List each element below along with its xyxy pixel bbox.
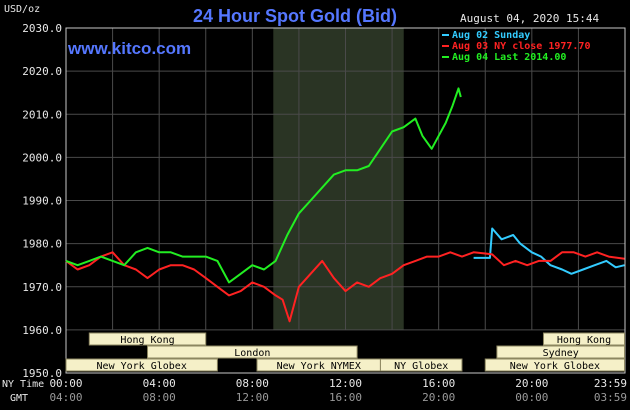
market-sessions: Hong Kong London New York Globex New York N…: [65, 332, 626, 372]
x-tick-label-ny: 00:00: [49, 377, 82, 390]
x-axis-gmt-label: GMT: [10, 393, 28, 404]
x-tick-label-gmt: 16:00: [329, 391, 362, 404]
session-bar: [65, 358, 218, 372]
y-tick-label: 1980.0: [22, 238, 62, 251]
session-bar: [147, 345, 358, 359]
x-tick-label-gmt: 12:00: [236, 391, 269, 404]
x-tick-label-ny: 16:00: [422, 377, 455, 390]
x-tick-label-ny: 23:59: [594, 377, 627, 390]
session-label: New York NYMEX: [277, 361, 361, 372]
x-tick-label-gmt: 08:00: [143, 391, 176, 404]
x-axis-ny-label: NY Time: [2, 379, 44, 390]
x-tick-label-gmt: 20:00: [422, 391, 455, 404]
session-bar: [542, 332, 626, 346]
x-tick-label-ny: 12:00: [329, 377, 362, 390]
x-axis-ticks: 00:0004:0004:0008:0008:0012:0012:0016:00…: [49, 377, 627, 404]
x-tick-label-gmt: 04:00: [49, 391, 82, 404]
legend-entry: Aug 03 NY close 1977.70: [452, 41, 590, 52]
y-tick-label: 1990.0: [22, 195, 62, 208]
x-tick-label-ny: 04:00: [143, 377, 176, 390]
y-tick-label: 2020.0: [22, 65, 62, 78]
nymex-session-shade: [273, 28, 404, 330]
y-tick-label: 1970.0: [22, 281, 62, 294]
y-tick-label: 2000.0: [22, 151, 62, 164]
session-label: Hong Kong: [557, 335, 611, 346]
x-tick-label-ny: 08:00: [236, 377, 269, 390]
y-axis-ticks: 2030.0 2020.0 2010.0 2000.0 1990.0 1980.0 1970…: [22, 22, 62, 380]
session-bar: [379, 358, 463, 372]
price-series: [65, 87, 625, 323]
grid-lines: [66, 27, 625, 374]
plot-frame: [65, 27, 626, 374]
chart-title: 24 Hour Spot Gold (Bid): [193, 6, 397, 26]
y-axis-unit-label: USD/oz: [4, 4, 40, 15]
session-bar: [484, 358, 626, 372]
legend-entry: Aug 04 Last 2014.00: [452, 52, 566, 63]
session-label: New York Globex: [510, 361, 600, 372]
session-label: London: [234, 348, 270, 359]
series-line: [65, 251, 625, 323]
session-label: New York Globex: [97, 361, 187, 372]
x-tick-label-ny: 20:00: [515, 377, 548, 390]
session-bar: [496, 345, 626, 359]
legend-entry: Aug 02 Sunday: [452, 30, 530, 41]
series-line: [65, 87, 462, 284]
x-tick-label-gmt: 03:59: [594, 391, 627, 404]
chart-timestamp: August 04, 2020 15:44: [460, 12, 599, 25]
y-tick-label: 1960.0: [22, 324, 62, 337]
session-label: NY Globex: [394, 361, 448, 372]
watermark-text: www.kitco.com: [67, 39, 191, 58]
y-tick-label: 1950.0: [22, 367, 62, 380]
session-bar: [88, 332, 207, 346]
session-label: Sydney: [543, 348, 579, 359]
x-tick-label-gmt: 00:00: [515, 391, 548, 404]
y-tick-label: 2030.0: [22, 22, 62, 35]
session-label: Hong Kong: [120, 335, 174, 346]
y-tick-label: 2010.0: [22, 108, 62, 121]
